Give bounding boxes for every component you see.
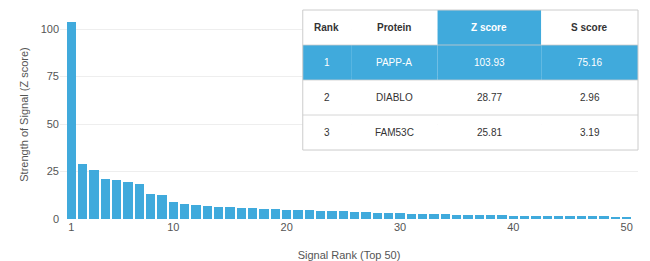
svg-text:25: 25 — [47, 165, 59, 177]
svg-text:28.77: 28.77 — [477, 92, 502, 103]
svg-text:2: 2 — [324, 92, 330, 103]
svg-text:50: 50 — [47, 118, 59, 130]
svg-text:100: 100 — [41, 23, 59, 35]
svg-text:40: 40 — [507, 221, 519, 233]
svg-text:50: 50 — [621, 221, 633, 233]
svg-text:30: 30 — [394, 221, 406, 233]
svg-text:20: 20 — [281, 221, 293, 233]
svg-text:PAPP-A: PAPP-A — [376, 57, 412, 68]
svg-text:25.81: 25.81 — [477, 127, 502, 138]
svg-text:Strength of Signal (Z score): Strength of Signal (Z score) — [18, 47, 30, 182]
svg-text:S score: S score — [571, 22, 608, 33]
svg-text:Signal Rank (Top 50): Signal Rank (Top 50) — [298, 249, 401, 261]
svg-text:DIABLO: DIABLO — [376, 92, 413, 103]
svg-text:103.93: 103.93 — [474, 57, 505, 68]
svg-text:Rank: Rank — [314, 22, 339, 33]
svg-text:1: 1 — [324, 57, 330, 68]
svg-text:Protein: Protein — [377, 22, 411, 33]
svg-text:0: 0 — [53, 213, 59, 225]
svg-text:75: 75 — [47, 70, 59, 82]
svg-text:1: 1 — [68, 221, 74, 233]
svg-text:3.19: 3.19 — [580, 127, 600, 138]
svg-text:2.96: 2.96 — [580, 92, 600, 103]
svg-text:75.16: 75.16 — [577, 57, 602, 68]
svg-text:Z score: Z score — [471, 22, 507, 33]
svg-text:3: 3 — [324, 127, 330, 138]
svg-text:FAM53C: FAM53C — [375, 127, 414, 138]
svg-text:10: 10 — [167, 221, 179, 233]
